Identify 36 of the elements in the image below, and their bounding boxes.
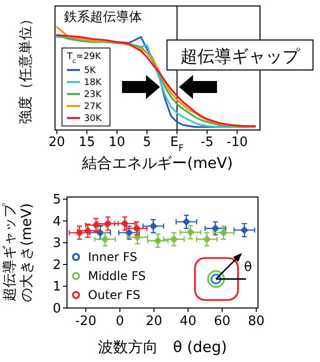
legend-label: 27K — [84, 102, 102, 112]
x-tick-label: 60 — [214, 314, 230, 329]
y-tick-label: 0 — [52, 302, 61, 316]
x-tick-label: 80 — [248, 314, 265, 329]
y-axis-title: 超伝導ギャップの大きさ(meV) — [2, 202, 35, 302]
x-tick-label: 10 — [108, 135, 126, 150]
annotation-box: 超伝導ギャップ — [166, 40, 314, 70]
x-tick-label: 0 — [116, 314, 124, 329]
legend-label: Inner FS — [88, 250, 138, 264]
x-tick-label: 20 — [146, 314, 162, 329]
x-tick-label: 40 — [180, 314, 196, 329]
y-tick-label: 4 — [52, 214, 61, 230]
y-tick-label: 2 — [52, 258, 61, 273]
y-tick-label: 5 — [52, 192, 61, 208]
legend-label: 23K — [84, 90, 102, 100]
x-axis-title: 結合エネルギー(meV) — [81, 154, 233, 172]
y-axis-title: 強度（任意単位） — [18, 12, 34, 124]
legend-label: 18K — [84, 78, 102, 88]
annotation: 超伝導ギャップ — [180, 47, 300, 67]
y-tick-label: 1 — [52, 280, 61, 295]
x-axis-title: 波数方向 θ (deg) — [98, 338, 227, 356]
legend-label: Middle FS — [88, 269, 146, 283]
x-tick-label: -5 — [200, 135, 214, 150]
text: 鉄系超伝導体 — [64, 10, 142, 25]
legend-title: T$_{c}$=29K — [66, 52, 102, 64]
x-tick-label: 20 — [48, 135, 66, 150]
x-tick-label: -20 — [75, 314, 96, 329]
x-tick-label: 15 — [78, 135, 96, 150]
legend-label: Outer FS — [88, 288, 140, 302]
x-tick-label: 5 — [142, 135, 152, 150]
legend-label: 5K — [84, 66, 97, 76]
x-tick-label: -10 — [226, 135, 248, 150]
x-tick-label: E$_{F}$ — [170, 135, 184, 154]
legend-label: 30K — [84, 114, 102, 124]
y-tick-label: 3 — [52, 236, 61, 252]
annotation: θ — [244, 260, 252, 275]
